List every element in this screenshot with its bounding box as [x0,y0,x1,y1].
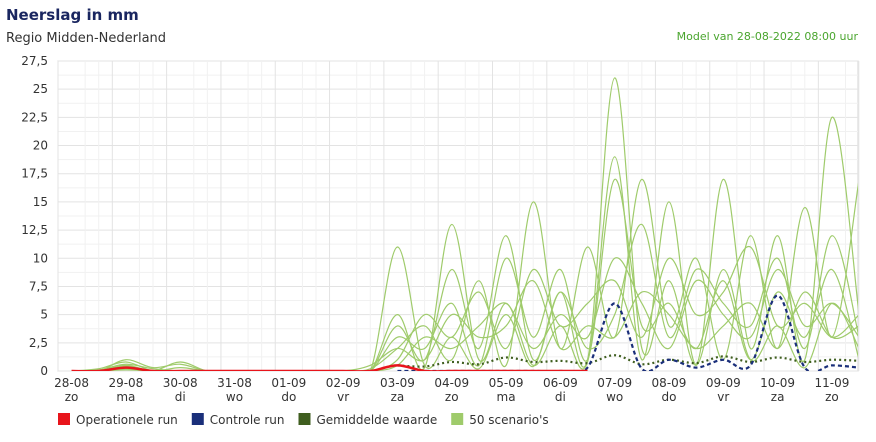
x-tick-label: 30-08 [163,376,198,390]
y-tick-label: 27,5 [21,54,48,68]
legend-label: Gemiddelde waarde [317,413,438,427]
x-tick-sublabel: wo [606,390,623,404]
x-tick-label: 29-08 [108,376,143,390]
legend-swatch [58,413,70,425]
x-tick-sublabel: di [555,390,566,404]
x-tick-label: 08-09 [652,376,687,390]
scenario-line [71,77,858,371]
y-tick-label: 22,5 [21,110,48,124]
x-tick-sublabel: za [771,390,785,404]
x-tick-label: 03-09 [380,376,415,390]
y-tick-label: 0 [40,364,48,378]
legend-label: Operationele run [76,413,178,427]
x-tick-label: 05-09 [489,376,524,390]
x-tick-sublabel: vr [337,390,349,404]
chart-subtitle: Regio Midden-Nederland [6,31,166,46]
x-tick-label: 01-09 [271,376,306,390]
x-tick-label: 11-09 [814,376,849,390]
x-tick-label: 28-08 [54,376,89,390]
legend: Operationele run Controle run Gemiddelde w… [58,413,549,427]
x-tick-label: 04-09 [434,376,469,390]
scenario-line [71,178,858,371]
x-tick-label: 10-09 [760,376,795,390]
x-tick-sublabel: do [662,390,677,404]
x-tick-label: 31-08 [217,376,252,390]
plot [71,77,858,371]
x-tick-sublabel: za [391,390,405,404]
y-tick-label: 17,5 [21,167,48,181]
scenario-line [71,223,858,371]
legend-label: Controle run [210,413,285,427]
x-tick-label: 07-09 [597,376,632,390]
y-tick-label: 2,5 [29,336,48,350]
scenario-line [71,257,858,371]
scenario-line [71,116,858,371]
series-line [397,354,858,368]
scenario-line [71,246,858,371]
y-tick-label: 20 [33,139,48,153]
scenario-line [71,178,858,371]
legend-swatch [191,413,204,425]
x-tick-label: 09-09 [706,376,741,390]
x-tick-sublabel: zo [65,390,79,404]
x-tick-label: 06-09 [543,376,578,390]
y-tick-label: 10 [33,251,48,265]
x-tick-label: 02-09 [326,376,361,390]
x-tick-sublabel: do [281,390,296,404]
x-tick-sublabel: ma [497,390,516,404]
y-tick-label: 5 [40,308,48,322]
x-tick-sublabel: zo [825,390,839,404]
x-tick-sublabel: zo [445,390,459,404]
model-note: Model van 28-08-2022 08:00 uur [677,30,859,43]
chart-title: Neerslag in mm [6,6,139,24]
y-tick-label: 7,5 [29,279,48,293]
scenario-line [71,280,858,371]
legend-swatch [451,413,464,425]
y-tick-label: 12,5 [21,223,48,237]
y-tick-label: 15 [33,195,48,209]
legend-swatch [298,413,311,425]
x-tick-sublabel: ma [116,390,135,404]
x-tick-sublabel: vr [717,390,729,404]
y-tick-label: 25 [33,82,48,96]
x-tick-sublabel: di [175,390,186,404]
x-tick-sublabel: wo [226,390,243,404]
series-line [397,294,858,371]
legend-label: 50 scenario's [469,413,548,427]
